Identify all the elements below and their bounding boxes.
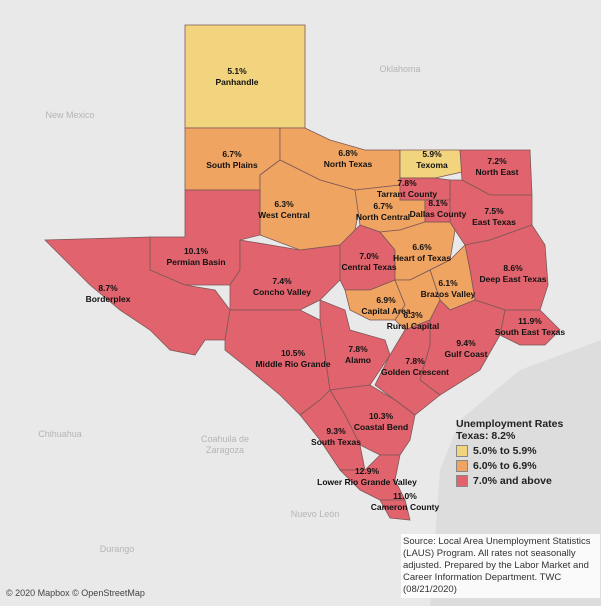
legend: Unemployment Rates Texas: 8.2% 5.0% to 5… [456, 418, 563, 487]
region-name-label: Alamo [345, 355, 371, 365]
region-value-label: 6.7% [373, 201, 393, 211]
region-name-label: Rural Capital [387, 321, 439, 331]
region-name-label: North Central [356, 212, 410, 222]
legend-swatch [456, 445, 468, 457]
region [399, 149, 463, 179]
region-name-label: Coastal Bend [354, 422, 408, 432]
region-value-label: 11.9% [518, 316, 542, 326]
region-value-label: 9.3% [326, 426, 346, 436]
legend-title: Unemployment Rates [456, 418, 564, 430]
legend-label: 6.0% to 6.9% [473, 460, 537, 472]
region-value-label: 6.3% [403, 310, 423, 320]
region [339, 454, 406, 501]
place-label: Durango [100, 544, 135, 554]
legend-swatch [456, 475, 468, 487]
region-value-label: 6.3% [274, 199, 294, 209]
region-name-label: Permian Basin [166, 257, 225, 267]
region-value-label: 8.7% [98, 283, 118, 293]
region-name-label: Capital Area [361, 306, 411, 316]
legend-item: 6.0% to 6.9% [456, 460, 563, 472]
region [374, 319, 441, 416]
region-name-label: North Texas [324, 159, 373, 169]
region-value-label: 7.2% [487, 156, 507, 166]
place-label: Coahuila de Zaragoza [201, 434, 249, 455]
region-value-label: 10.5% [281, 348, 306, 358]
region [259, 159, 361, 251]
region-name-label: Concho Valley [253, 287, 311, 297]
region-name-label: Panhandle [216, 77, 259, 87]
region [379, 499, 411, 521]
region-value-label: 5.1% [227, 66, 247, 76]
region-name-label: Heart of Texas [393, 253, 451, 263]
region-value-label: 5.9% [422, 149, 442, 159]
region-value-label: 6.6% [412, 242, 432, 252]
legend-swatch [456, 460, 468, 472]
place-label: Oklahoma [379, 64, 420, 74]
region [229, 239, 341, 311]
region-name-label: Deep East Texas [480, 274, 547, 284]
region-name-label: Borderplex [86, 294, 131, 304]
region-value-label: 7.4% [272, 276, 292, 286]
region-name-label: South Plains [206, 160, 258, 170]
source-note: Source: Local Area Unemployment Statisti… [401, 534, 600, 598]
region [44, 236, 231, 356]
region [299, 389, 366, 471]
region-name-label: Lower Rio Grande Valley [317, 477, 417, 487]
region [424, 199, 451, 223]
place-label: New Mexico [45, 110, 94, 120]
region-name-label: Golden Crescent [381, 367, 449, 377]
region-value-label: 6.1% [438, 278, 458, 288]
region-name-label: Tarrant County [377, 189, 438, 199]
region-value-label: 12.9% [355, 466, 380, 476]
region-value-label: 8.6% [503, 263, 523, 273]
legend-item: 5.0% to 5.9% [456, 445, 563, 457]
region-value-label: 6.7% [222, 149, 242, 159]
region-value-label: 7.0% [359, 251, 379, 261]
region-value-label: 8.1% [428, 198, 448, 208]
region-name-label: Gulf Coast [445, 349, 488, 359]
legend-item: 7.0% and above [456, 475, 563, 487]
region-value-label: 11.0% [393, 491, 417, 501]
region-value-label: 10.3% [369, 411, 394, 421]
region-name-label: North East [476, 167, 519, 177]
region-value-label: 6.8% [338, 148, 358, 158]
region-value-label: 9.4% [456, 338, 476, 348]
region-value-label: 10.1% [184, 246, 209, 256]
place-label: Nuevo León [291, 509, 340, 519]
attribution: © 2020 Mapbox © OpenStreetMap [6, 588, 145, 598]
place-label-line: Coahuila de [201, 434, 249, 444]
legend-label: 7.0% and above [473, 475, 552, 487]
region-name-label: Cameron County [371, 502, 440, 512]
region-value-label: 7.8% [348, 344, 368, 354]
legend-subtitle: Texas: 8.2% [456, 430, 516, 442]
region-value-label: 7.5% [484, 206, 504, 216]
region-name-label: South East Texas [495, 327, 565, 337]
place-label: Chihuahua [38, 429, 82, 439]
legend-label: 5.0% to 5.9% [473, 445, 537, 457]
region-value-label: 6.9% [376, 295, 396, 305]
region-name-label: East Texas [472, 217, 516, 227]
region-name-label: Dallas County [410, 209, 467, 219]
region-name-label: Texoma [416, 160, 448, 170]
region-name-label: Brazos Valley [421, 289, 476, 299]
place-label-line: Zaragoza [206, 445, 244, 455]
region-name-label: Central Texas [341, 262, 396, 272]
region-name-label: South Texas [311, 437, 361, 447]
region-name-label: West Central [258, 210, 310, 220]
region-name-label: Middle Rio Grande [255, 359, 330, 369]
region-value-label: 7.8% [397, 178, 417, 188]
region-value-label: 7.8% [405, 356, 425, 366]
